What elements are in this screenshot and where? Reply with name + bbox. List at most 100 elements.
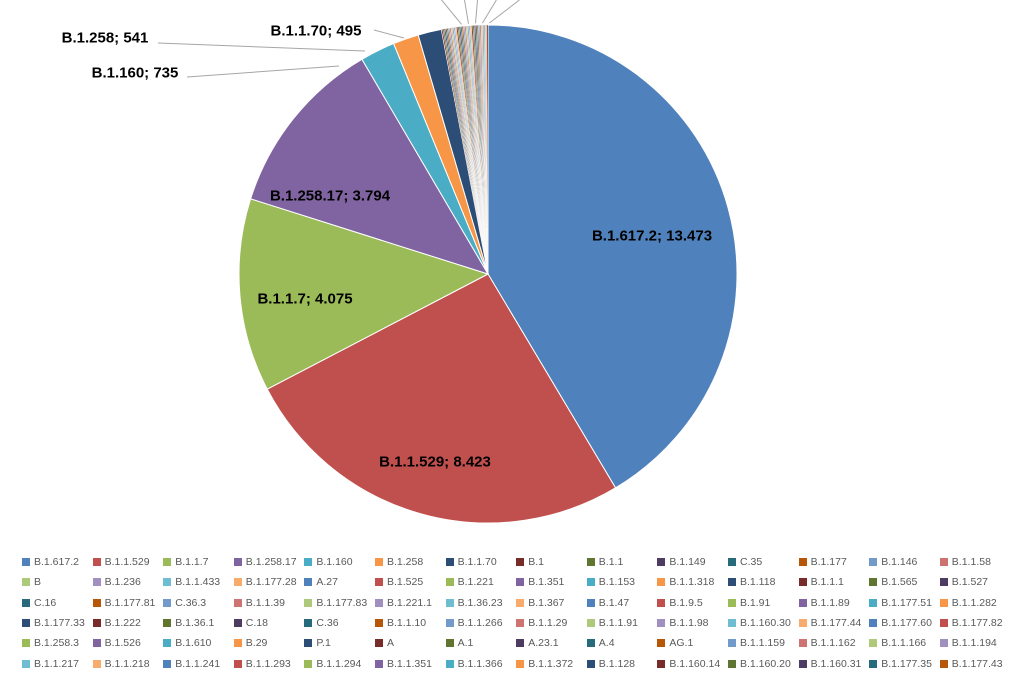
legend-label: B.1.47: [598, 596, 630, 609]
legend-label: C.16: [34, 596, 57, 609]
legend-swatch: [798, 659, 807, 668]
legend-item: A.4: [586, 635, 615, 651]
legend-swatch: [798, 618, 807, 627]
legend-item: B.1.177.28: [233, 574, 297, 590]
legend-swatch: [586, 578, 595, 587]
legend-item: B.1.258.17: [233, 554, 297, 570]
legend-item: B.1.1.10: [375, 615, 426, 631]
legend-item: B.1.177.60: [869, 615, 932, 631]
legend-label: B.1.258.3: [34, 637, 79, 650]
legend-item: B.1.565: [869, 574, 917, 590]
legend-item: B.1.258.3: [22, 635, 79, 651]
legend-label: B.1.153: [598, 576, 635, 589]
legend-label: A.1: [457, 637, 474, 650]
legend-item: B.1.47: [586, 595, 630, 611]
legend-swatch: [586, 558, 595, 566]
legend-swatch: [798, 639, 807, 648]
data-label-b-1-160: B.1.160; 735: [92, 65, 179, 82]
legend-label: B.1.1.433: [175, 576, 221, 589]
pie-slices: [238, 24, 738, 524]
legend-item: B.1.177.43: [939, 656, 1003, 672]
legend-swatch: [657, 558, 666, 566]
legend-swatch: [22, 558, 30, 566]
legend-item: B.1.526: [92, 635, 141, 651]
legend-swatch: [869, 618, 878, 627]
legend-item: B.1.222: [92, 615, 141, 631]
legend-swatch: [939, 659, 948, 668]
legend-swatch: [657, 639, 666, 648]
legend-item: B.1: [516, 554, 544, 570]
legend-swatch: [939, 639, 948, 648]
legend-swatch: [92, 618, 101, 627]
legend-item: B.1.160.31: [798, 656, 861, 672]
legend-label: C.36.3: [175, 596, 207, 609]
legend-swatch: [728, 618, 736, 627]
legend-swatch: [375, 618, 383, 627]
legend-item: B.1.1.89: [798, 595, 850, 611]
legend-label: B.1.1.10: [387, 616, 427, 629]
legend-item: A.1: [445, 635, 474, 651]
legend-label: B.1.1.162: [810, 637, 856, 650]
pie-slice-b-1-617-2: [487, 24, 738, 489]
legend-swatch: [445, 578, 454, 587]
legend-swatch: [869, 659, 878, 668]
legend-item: A.27: [304, 574, 338, 590]
legend-swatch: [516, 578, 525, 587]
legend-label: B.1.1.366: [457, 657, 503, 670]
legend-label: B.1.118: [740, 576, 776, 589]
legend-label: B.1.9.5: [669, 596, 703, 609]
legend-label: AG.1: [669, 637, 694, 650]
legend-label: B.1.610: [175, 637, 212, 650]
legend-swatch: [728, 639, 736, 648]
legend-swatch: [92, 598, 101, 607]
legend-swatch: [304, 618, 313, 627]
legend-item: C.36.3: [163, 595, 206, 611]
legend-item: B.1.1.162: [798, 635, 856, 651]
legend-swatch: [657, 618, 666, 627]
legend-label: A.27: [316, 576, 338, 589]
legend-item: B.1.367: [516, 595, 564, 611]
legend-item: B.1.1.7: [163, 554, 208, 570]
legend-swatch: [304, 598, 313, 607]
legend-item: B.1.1.194: [939, 635, 997, 651]
legend-item: B.1.1.293: [233, 656, 291, 672]
legend-swatch: [939, 558, 948, 566]
legend-swatch: [163, 618, 172, 627]
legend-label: B.1.149: [669, 556, 706, 568]
legend-item: B.1.258: [375, 554, 423, 570]
legend-swatch: [375, 639, 383, 648]
legend-item: B.1.177: [798, 554, 847, 570]
legend-item: B.1.91: [728, 595, 770, 611]
legend-item: C.16: [22, 595, 56, 611]
legend-item: B.1.1.39: [233, 595, 285, 611]
legend-swatch: [375, 659, 383, 668]
legend-label: B.1.177.60: [881, 616, 932, 629]
legend-item: B.1.236: [92, 574, 141, 590]
legend-swatch: [869, 578, 878, 587]
legend-swatch: [798, 578, 807, 587]
legend-label: B.1.36.1: [175, 616, 215, 629]
legend-label: B.1.91: [740, 596, 771, 609]
legend-label: B.1.258: [387, 556, 424, 568]
legend-label: B.1.160: [316, 556, 353, 568]
legend-item: B.1.1.529: [92, 554, 150, 570]
legend-label: B.1.1.294: [316, 657, 362, 670]
legend-item: B.1.1.217: [22, 656, 79, 672]
legend-swatch: [233, 578, 242, 587]
legend-item: B.1.160: [304, 554, 353, 570]
legend-label: B.1.1.1: [810, 576, 844, 589]
legend-swatch: [163, 578, 172, 587]
legend-label: B.1.1: [598, 556, 624, 568]
legend-item: B.1.1.70: [445, 554, 497, 570]
legend-label: B.1.160.20: [740, 657, 791, 670]
pie-slice-b-1-1-529: [266, 273, 617, 524]
legend-label: B.1.1.166: [881, 637, 927, 650]
leader-line: [441, 0, 462, 25]
legend-swatch: [939, 618, 948, 627]
legend-swatch: [939, 578, 948, 587]
legend-label: B.1.565: [881, 576, 918, 589]
legend-item: B.1.1.91: [586, 615, 638, 631]
legend-label: B.1.177.83: [316, 596, 368, 609]
legend-item: B.1.610: [163, 635, 211, 651]
legend-item: B.1.153: [586, 574, 635, 590]
